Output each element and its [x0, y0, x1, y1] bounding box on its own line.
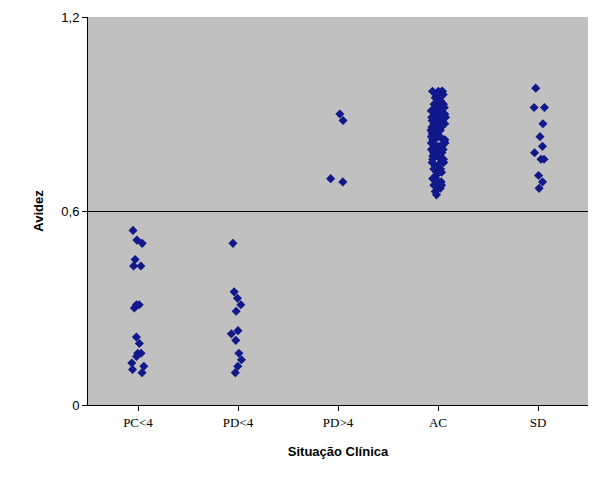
svg-text:0: 0 [72, 398, 79, 413]
svg-text:1,2: 1,2 [61, 10, 79, 25]
svg-text:SD: SD [530, 415, 547, 430]
svg-text:Situação Clínica: Situação Clínica [288, 444, 389, 459]
svg-text:AC: AC [429, 415, 447, 430]
svg-text:PD>4: PD>4 [323, 415, 354, 430]
svg-text:Avidez: Avidez [31, 190, 46, 232]
svg-text:PD<4: PD<4 [223, 415, 254, 430]
svg-text:PC<4: PC<4 [123, 415, 153, 430]
svg-text:0,6: 0,6 [61, 204, 79, 219]
